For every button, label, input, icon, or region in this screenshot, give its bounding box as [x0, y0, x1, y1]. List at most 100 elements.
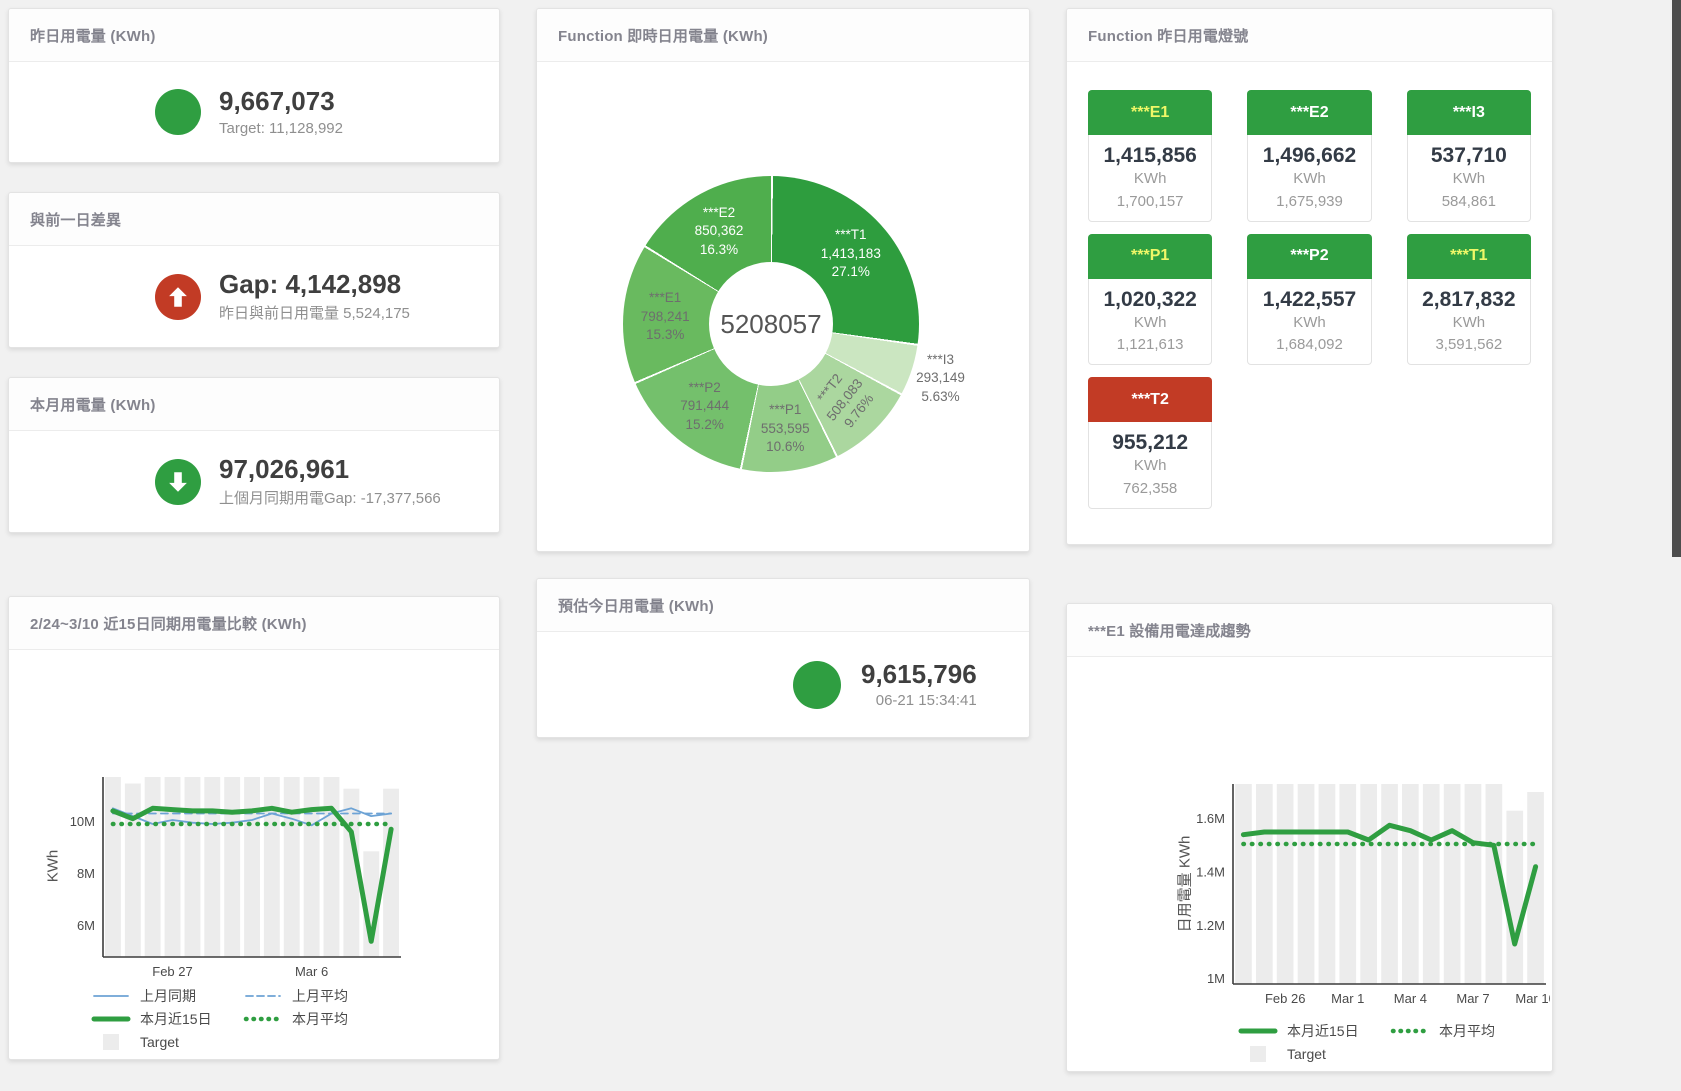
vertical-scrollbar[interactable] [1672, 0, 1681, 557]
compare-chart-svg: 6M 8M 10M Feb 27 Mar 6 [70, 777, 401, 979]
svg-text:Feb 26: Feb 26 [1265, 991, 1305, 1006]
legend-label: 上月平均 [292, 987, 348, 1004]
status-circle-icon [793, 660, 841, 709]
legend-item[interactable]: 上月同期 [91, 986, 243, 1006]
svg-text:Mar 7: Mar 7 [1456, 991, 1489, 1006]
tile-unit: KWh [1133, 457, 1167, 474]
donut-label-t1: ***T1 1,413,183 27.1% [820, 227, 881, 280]
legend-swatch [93, 994, 129, 997]
legend-swatch [1238, 1028, 1278, 1033]
legend-item[interactable]: Target [91, 1033, 243, 1050]
tile-header-p1: ***P1 [1088, 233, 1213, 279]
panel-compare-chart: 2/24~3/10 近15日同期用電量比較 (KWh) 6M 8M 10M Feb 2… [8, 596, 500, 1060]
panel-title[interactable]: 與前一日差異 [30, 211, 122, 229]
stat-row: 9,667,073 Target: 11,128,992 [9, 62, 499, 162]
panel-title[interactable]: Function 即時日用電量 (KWh) [558, 27, 768, 45]
yesterday-value: 9,667,073 [219, 86, 335, 117]
panel-estimate-today: 預估今日用電量 (KWh) 9,615,796 06-21 15:34:41 [536, 578, 1030, 738]
panel-title[interactable]: 本月用電量 (KWh) [30, 396, 156, 414]
legend-label: 本月近15日 [140, 1010, 212, 1027]
tile-value: 2,817,832 [1422, 287, 1516, 311]
svg-text:1.4M: 1.4M [1196, 865, 1225, 880]
svg-text:Mar 1: Mar 1 [1331, 991, 1364, 1006]
tile-value: 1,020,322 [1103, 287, 1197, 311]
tile-value: 1,496,662 [1262, 144, 1357, 167]
donut-label-p1: ***P1 553,595 10.6% [760, 402, 810, 455]
donut-label-i3: ***I3 293,149 5.63% [916, 351, 965, 404]
light-tile-e2: ***E2 1,496,662 KWh 1,675,939 [1247, 90, 1372, 222]
legend-swatch [91, 1016, 131, 1021]
panel-yesterday-usage: 昨日用電量 (KWh) 9,667,073 Target: 11,128,992 [8, 8, 500, 163]
down-arrow-icon [155, 458, 201, 505]
compare-y-axis-label: KWh [44, 849, 62, 883]
legend-label: 本月近15日 [1287, 1022, 1359, 1039]
panel-header: 2/24~3/10 近15日同期用電量比較 (KWh) [9, 597, 499, 650]
stat-row: 97,026,961 上個月同期用電Gap: -17,377,566 [9, 431, 499, 532]
tile-secondary-value: 1,121,613 [1116, 336, 1184, 353]
svg-text:6M: 6M [77, 918, 95, 933]
stat-row: 9,615,796 06-21 15:34:41 [537, 632, 1029, 737]
legend-item[interactable]: 上月平均 [243, 986, 395, 1006]
compare-legend: 上月同期 上月平均本月近15日 本月平均 Target [91, 985, 395, 1054]
legend-item[interactable]: Target [1238, 1045, 1390, 1062]
donut-chart: 5208057 ***T1 1,413,183 27.1% ***I3 293,149… [623, 176, 965, 472]
light-tile-e1: ***E1 1,415,856 KWh 1,700,157 [1088, 90, 1213, 222]
month-value: 97,026,961 [219, 453, 350, 484]
svg-text:1M: 1M [1207, 971, 1225, 986]
trend-y-axis-label: 日用電量 KWh [1176, 835, 1194, 933]
lights-grid: ***E1 1,415,856 KWh 1,700,157 ***E2 1,49… [1067, 62, 1552, 537]
tile-secondary-value: 1,700,157 [1116, 192, 1184, 210]
status-circle-icon [155, 89, 201, 135]
up-arrow-icon [155, 273, 201, 320]
trend-chart: 1M 1.2M 1.4M 1.6M Feb 26 Mar 1 Mar 4 Mar 7 Mar 1… [1187, 780, 1556, 1015]
panel-header: 昨日用電量 (KWh) [9, 9, 499, 62]
panel-header: Function 昨日用電燈號 [1067, 9, 1552, 62]
svg-text:10M: 10M [70, 814, 95, 829]
gap-value: Gap: 4,142,898 [219, 268, 402, 299]
tile-header-t1: ***T1 [1406, 233, 1531, 279]
panel-title[interactable]: 預估今日用電量 (KWh) [558, 597, 714, 615]
estimate-timestamp: 06-21 15:34:41 [875, 692, 977, 710]
legend-label: Target [140, 1033, 179, 1050]
light-tile-i3: ***I3 537,710 KWh 584,861 [1406, 90, 1531, 222]
panel-title[interactable]: Function 昨日用電燈號 [1088, 27, 1249, 45]
legend-swatch [1250, 1045, 1266, 1062]
tile-header-t2: ***T2 [1088, 377, 1213, 422]
light-tile-t1: ***T1 2,817,832 KWh 3,591,562 [1406, 233, 1531, 365]
legend-label: 本月平均 [292, 1010, 348, 1027]
panel-header: 本月用電量 (KWh) [9, 378, 499, 431]
tile-secondary-value: 1,684,092 [1276, 336, 1343, 353]
panel-realtime-donut: Function 即時日用電量 (KWh) 5208057 ***T1 1,413… [536, 8, 1030, 552]
panel-header: 預估今日用電量 (KWh) [537, 579, 1029, 632]
gap-subtitle: 昨日與前日用電量 5,524,175 [219, 305, 410, 323]
light-tile-t2: ***T2 955,212 KWh 762,358 [1088, 377, 1213, 509]
legend-item[interactable]: 本月平均 [1390, 1021, 1542, 1041]
tile-unit: KWh [1452, 170, 1486, 187]
panel-e1-trend: ***E1 設備用電達成趨勢 1M 1.2M 1.4M 1.6M Feb 26 Mar 1… [1066, 603, 1556, 1072]
legend-label: 本月平均 [1439, 1022, 1495, 1039]
legend-item[interactable]: 本月平均 [243, 1009, 395, 1029]
donut-label-e1: ***E1 798,241 15.3% [640, 290, 690, 343]
legend-item[interactable]: 本月近15日 [1238, 1021, 1390, 1041]
panel-header: Function 即時日用電量 (KWh) [537, 9, 1029, 62]
yesterday-target: Target: 11,128,992 [219, 119, 343, 137]
tile-secondary-value: 1,675,939 [1276, 192, 1343, 210]
tile-header-e1: ***E1 [1088, 90, 1213, 135]
panel-title[interactable]: 昨日用電量 (KWh) [30, 27, 156, 45]
tile-secondary-value: 762,358 [1123, 479, 1178, 497]
tile-secondary-value: 3,591,562 [1435, 336, 1503, 353]
tile-secondary-value: 584,861 [1441, 192, 1496, 210]
panel-title[interactable]: ***E1 設備用電達成趨勢 [1088, 622, 1251, 640]
panel-title[interactable]: 2/24~3/10 近15日同期用電量比較 (KWh) [30, 615, 307, 633]
donut-center-total: 5208057 [720, 308, 822, 339]
light-tile-p1: ***P1 1,020,322 KWh 1,121,613 [1088, 233, 1213, 365]
tile-unit: KWh [1133, 313, 1167, 331]
svg-text:8M: 8M [77, 866, 95, 881]
tile-unit: KWh [1452, 313, 1486, 331]
legend-item[interactable]: 本月近15日 [91, 1009, 243, 1029]
panel-day-gap: 與前一日差異 Gap: 4,142,898 昨日與前日用電量 5,524,175 [8, 192, 500, 348]
tile-unit: KWh [1293, 313, 1326, 331]
legend-swatch [103, 1033, 119, 1050]
donut-hole: 5208057 [709, 262, 833, 386]
tile-value: 955,212 [1112, 431, 1189, 454]
